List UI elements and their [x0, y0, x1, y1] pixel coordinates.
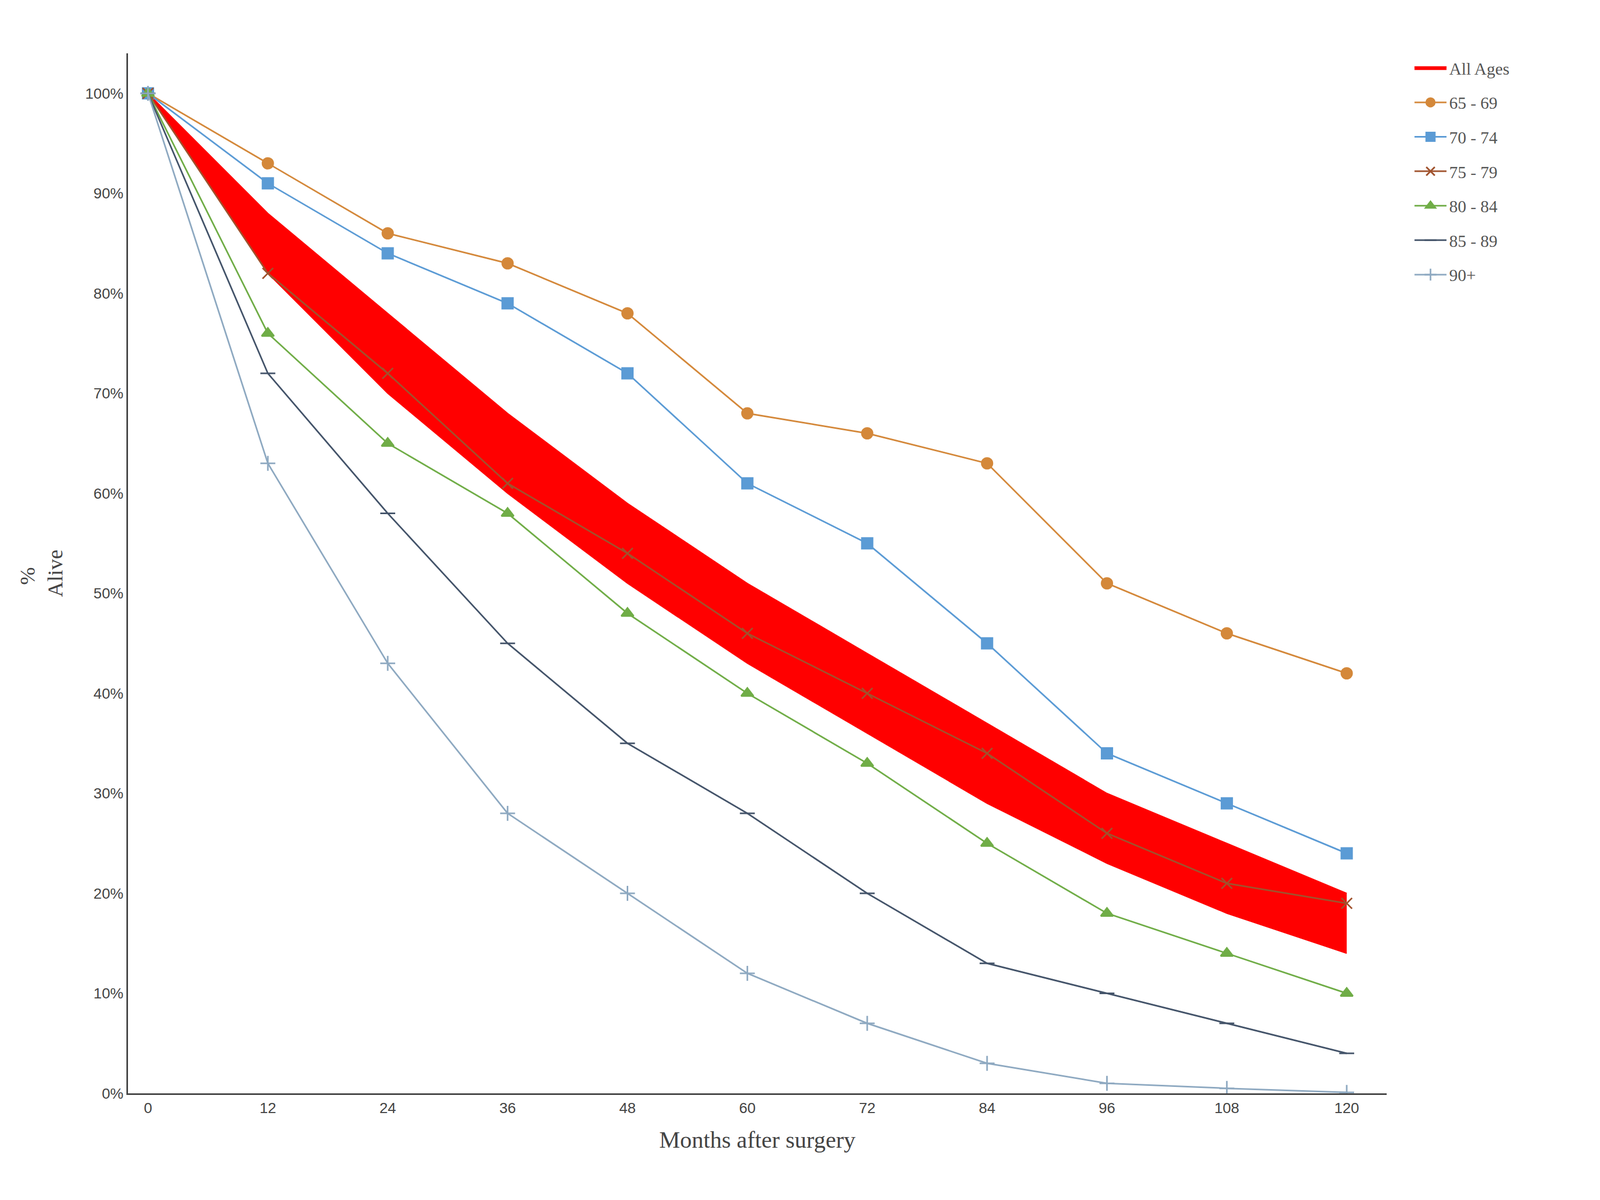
svg-text:50%: 50%	[93, 585, 124, 602]
svg-text:70%: 70%	[93, 385, 124, 402]
svg-text:80%: 80%	[93, 285, 124, 302]
svg-text:12: 12	[259, 1099, 277, 1117]
svg-text:120: 120	[1334, 1099, 1360, 1117]
svg-text:48: 48	[619, 1099, 636, 1117]
svg-text:60%: 60%	[93, 485, 124, 502]
svg-text:% Alive: % Alive	[15, 549, 68, 598]
svg-text:72: 72	[858, 1099, 876, 1117]
svg-text:75 - 79: 75 - 79	[1449, 162, 1498, 182]
svg-text:90%: 90%	[93, 185, 124, 202]
svg-text:10%: 10%	[93, 985, 124, 1002]
svg-text:84: 84	[978, 1099, 996, 1117]
svg-text:All Ages: All Ages	[1449, 59, 1510, 79]
svg-text:90+: 90+	[1449, 265, 1476, 285]
svg-text:80 - 84: 80 - 84	[1449, 196, 1498, 216]
svg-text:96: 96	[1098, 1099, 1116, 1117]
svg-text:36: 36	[499, 1099, 516, 1117]
svg-text:108: 108	[1214, 1099, 1240, 1117]
svg-text:85 - 89: 85 - 89	[1449, 231, 1498, 251]
svg-text:Months after surgery: Months after surgery	[659, 1126, 856, 1154]
svg-text:24: 24	[379, 1099, 396, 1117]
svg-text:0: 0	[144, 1099, 153, 1117]
svg-text:20%: 20%	[93, 885, 124, 902]
svg-text:0%: 0%	[101, 1085, 124, 1102]
svg-text:100%: 100%	[85, 85, 124, 102]
svg-text:70 - 74: 70 - 74	[1449, 128, 1498, 148]
svg-text:65 - 69: 65 - 69	[1449, 93, 1498, 113]
svg-text:60: 60	[739, 1099, 756, 1117]
svg-text:40%: 40%	[93, 685, 124, 702]
svg-text:30%: 30%	[93, 785, 124, 802]
